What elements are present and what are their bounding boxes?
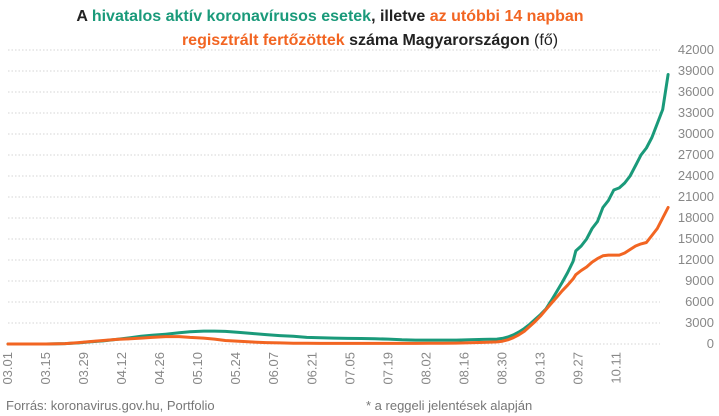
x-tick-label: 04.26 [152,352,167,385]
title-segment: száma Magyarországon [345,32,534,49]
x-tick-label: 03.15 [38,352,53,385]
x-tick-label: 08.30 [494,352,509,385]
y-tick-label: 42000 [678,42,714,57]
chart-title-line-2: regisztrált fertőzöttek száma Magyarorsz… [182,32,558,49]
y-tick-label: 36000 [678,84,714,99]
x-tick-label: 04.12 [114,352,129,385]
title-segment: A [76,8,91,25]
y-tick-label: 6000 [685,294,714,309]
x-tick-label: 06.07 [266,352,281,385]
x-tick-label: 07.19 [380,352,395,385]
footnote: * a reggeli jelentések alapján [366,398,532,413]
title-segment: , illetve [371,8,430,25]
y-tick-label: 0 [707,336,714,351]
y-tick-label: 39000 [678,63,714,78]
y-tick-label: 21000 [678,189,714,204]
x-tick-label: 09.13 [532,352,547,385]
y-tick-label: 27000 [678,147,714,162]
x-tick-label: 08.02 [418,352,433,385]
y-tick-label: 12000 [678,252,714,267]
title-segment: az utóbbi 14 napban [430,8,584,25]
y-axis: 0 3000 6000 9000 12000 15000 18000 21000 24000 27… [678,42,714,351]
title-segment: hivatalos aktív koronavírusos esetek [92,8,371,25]
x-tick-label: 08.16 [456,352,471,385]
y-tick-label: 9000 [685,273,714,288]
x-tick-label: 06.21 [304,352,319,385]
series-lines [6,73,670,346]
y-tick-label: 18000 [678,210,714,225]
title-segment: regisztrált fertőzöttek [182,32,345,49]
x-tick-label: 09.27 [571,352,586,385]
y-tick-label: 15000 [678,231,714,246]
y-tick-label: 33000 [678,105,714,120]
gridlines [8,49,660,345]
x-tick-label: 05.10 [190,352,205,385]
y-tick-label: 24000 [678,168,714,183]
x-tick-label: 10.11 [609,352,624,384]
x-tick-label: 03.01 [0,352,15,385]
series-line-active-cases [6,73,670,346]
x-tick-label: 05.24 [228,352,243,385]
y-tick-label: 3000 [685,315,714,330]
x-tick-label: 03.29 [76,352,91,385]
x-tick-label: 07.05 [342,352,357,385]
series-line-14-day-cases [6,206,670,346]
x-axis: 03.01 03.15 03.29 04.12 04.26 05.10 05.24 06.07… [0,352,624,385]
source-note: Forrás: koronavirus.gov.hu, Portfolio [6,398,215,413]
title-segment: (fő) [534,32,558,49]
y-tick-label: 30000 [678,126,714,141]
chart-title-line-1: A hivatalos aktív koronavírusos esetek, … [76,8,583,25]
